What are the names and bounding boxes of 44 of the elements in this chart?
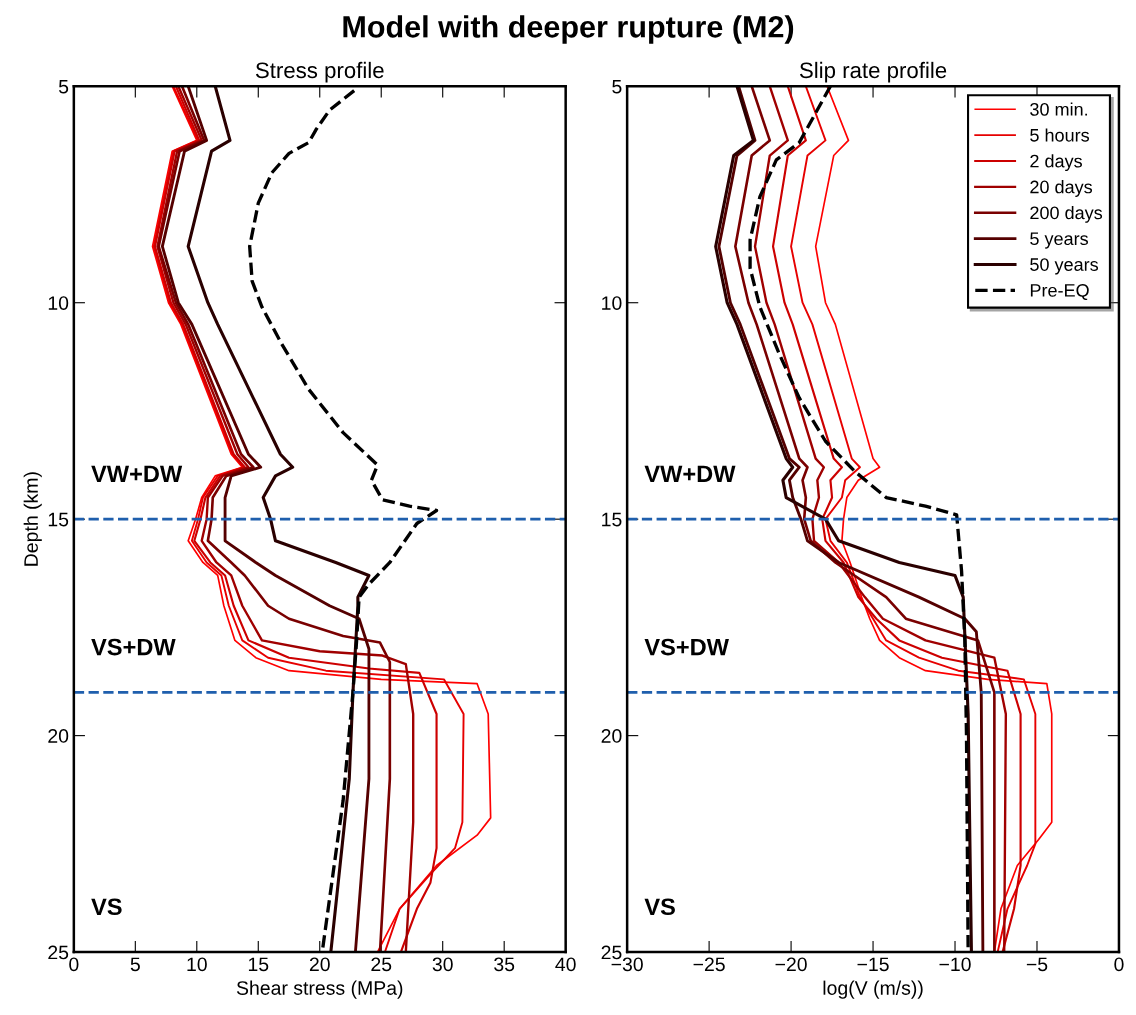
y-tick-label: 15 — [602, 512, 622, 527]
annotation: VS — [91, 898, 122, 916]
legend-label: 200 days — [1030, 205, 1103, 223]
annotation: VW+DW — [644, 465, 736, 482]
x-tick-label: 20 — [309, 957, 330, 972]
chart-title: Model with deeper rupture (M2) — [343, 15, 794, 44]
y-axis-title: Depth (km) — [23, 472, 42, 566]
x-tick-label: 35 — [494, 957, 515, 972]
x-tick-label: 25 — [371, 957, 392, 972]
x-axis-title: Shear stress (MPa) — [236, 980, 403, 999]
y-tick-label: 10 — [602, 296, 622, 310]
legend-label: 5 hours — [1030, 128, 1090, 142]
x-axis-title: log(V (m/s)) — [823, 980, 923, 999]
x-tick-label: 10 — [187, 957, 207, 972]
y-tick-label: 20 — [601, 729, 622, 743]
legend-label: Pre-EQ — [1030, 284, 1089, 301]
x-tick-label: −15 — [857, 957, 889, 972]
x-tick-label: 0 — [1114, 957, 1124, 972]
legend-label: 20 days — [1030, 180, 1093, 197]
y-tick-label: 20 — [48, 729, 69, 743]
x-tick-label: −25 — [693, 957, 725, 972]
legend-label: 2 days — [1030, 154, 1082, 172]
annotation: VS+DW — [644, 638, 729, 656]
y-tick-label: 25 — [48, 945, 69, 960]
x-tick-label: 0 — [69, 957, 79, 972]
x-tick-label: 40 — [555, 957, 576, 972]
annotation: VS — [644, 898, 675, 916]
legend-label: 5 years — [1030, 232, 1088, 249]
x-tick-label: 5 — [130, 957, 140, 972]
y-tick-label: 5 — [58, 79, 69, 94]
annotation: VW+DW — [91, 465, 183, 482]
x-tick-label: −5 — [1026, 957, 1048, 972]
chart-subtitle: Stress profile — [255, 61, 384, 83]
y-tick-label: 15 — [48, 512, 69, 527]
x-tick-label: 15 — [248, 957, 269, 972]
y-tick-label: 5 — [612, 79, 622, 94]
legend-label: 30 min. — [1030, 102, 1087, 116]
x-tick-label: −20 — [775, 957, 807, 972]
chart-subtitle: Slip rate profile — [799, 61, 947, 83]
x-tick-label: 30 — [432, 957, 453, 972]
y-tick-label: 10 — [48, 296, 69, 310]
x-tick-label: −10 — [939, 957, 971, 972]
legend-label: 50 years — [1030, 258, 1099, 275]
annotation: VS+DW — [91, 638, 176, 656]
